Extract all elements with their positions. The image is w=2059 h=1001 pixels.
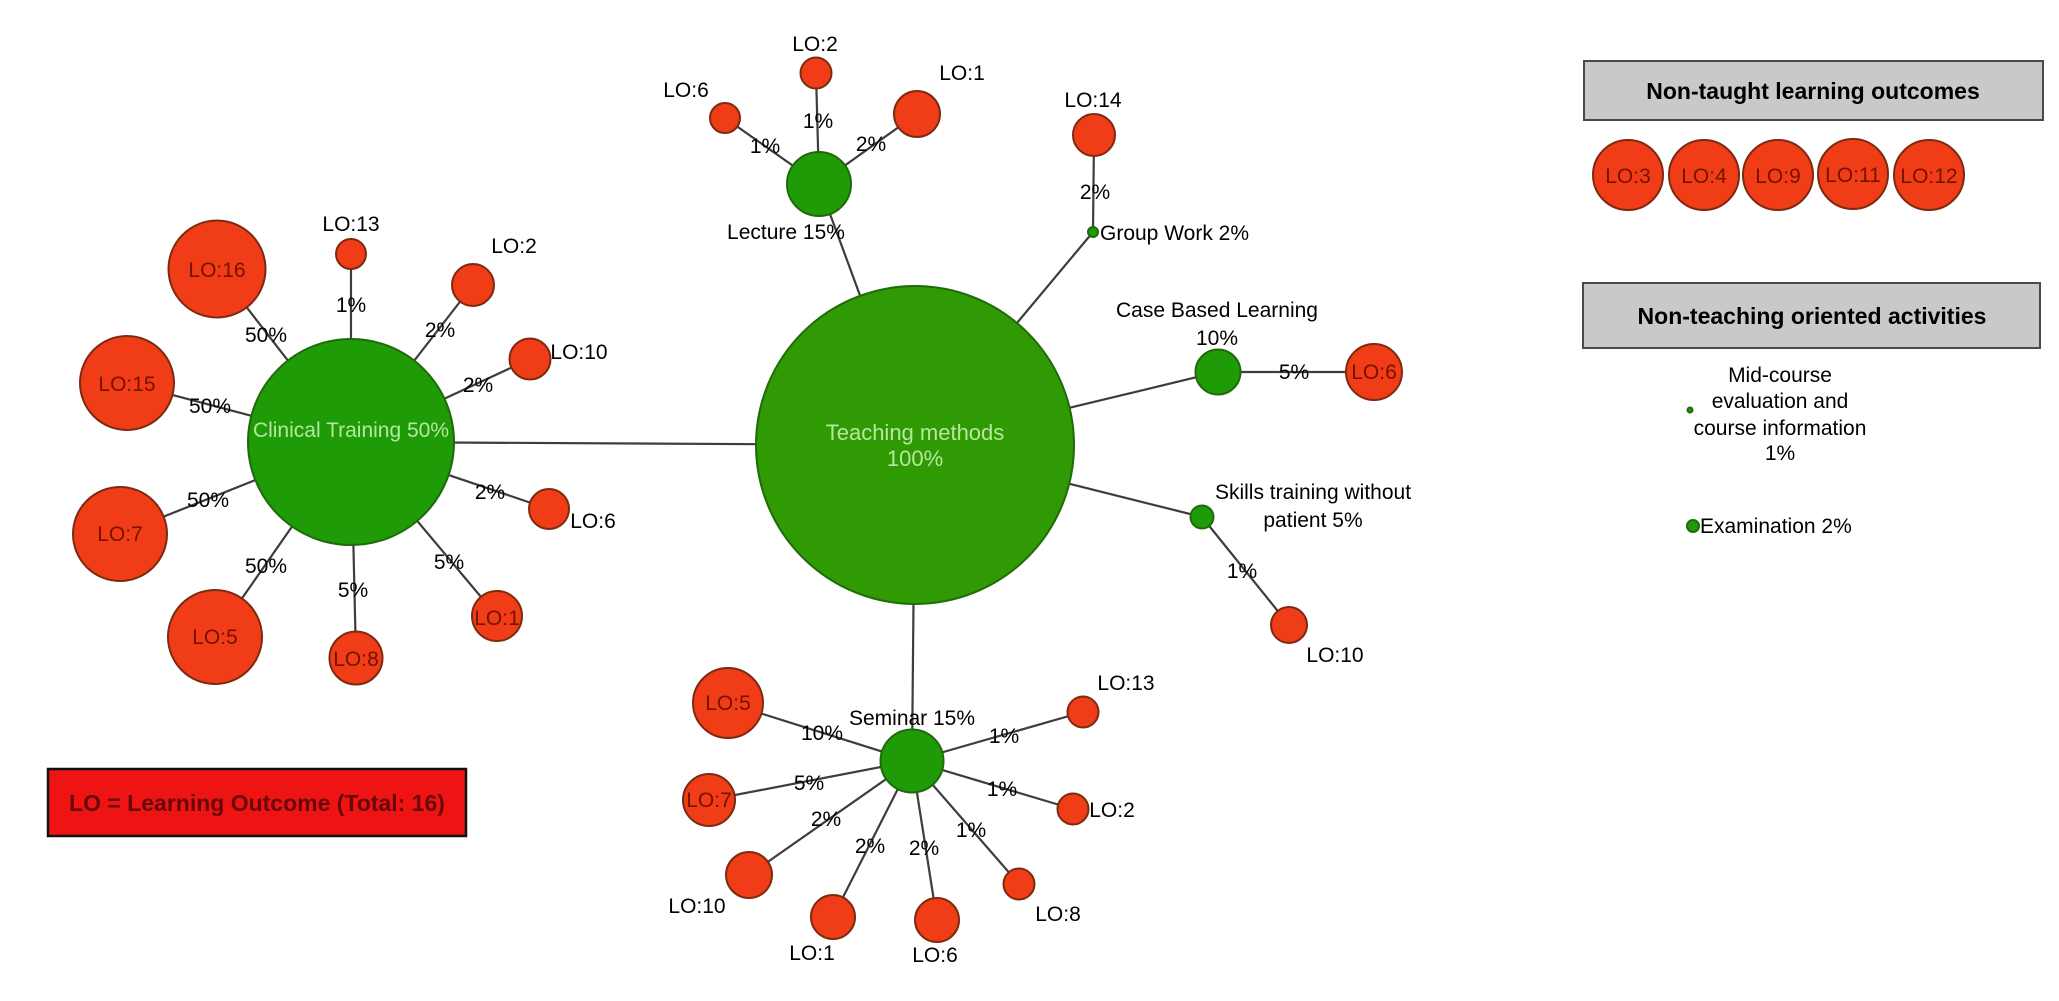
svg-text:LO:2: LO:2	[1089, 799, 1135, 822]
svg-text:LO:10: LO:10	[1306, 644, 1363, 667]
svg-text:1%: 1%	[750, 135, 780, 158]
svg-text:2%: 2%	[909, 837, 939, 860]
svg-text:LO:2: LO:2	[792, 33, 838, 56]
svg-text:50%: 50%	[245, 324, 287, 347]
svg-text:LO:1: LO:1	[789, 942, 835, 965]
svg-text:patient 5%: patient 5%	[1263, 509, 1362, 532]
svg-text:LO:1: LO:1	[939, 62, 985, 85]
svg-text:Seminar 15%: Seminar 15%	[849, 707, 975, 730]
svg-text:50%: 50%	[187, 489, 229, 512]
svg-text:LO:1: LO:1	[474, 607, 520, 630]
svg-text:Teaching methods: Teaching methods	[826, 420, 1005, 445]
svg-text:Skills training without: Skills training without	[1215, 481, 1411, 504]
svg-text:2%: 2%	[1080, 181, 1110, 204]
svg-text:LO:13: LO:13	[322, 213, 379, 236]
svg-text:LO:10: LO:10	[550, 341, 607, 364]
svg-text:LO:15: LO:15	[98, 373, 155, 396]
svg-text:LO:16: LO:16	[188, 259, 245, 282]
svg-text:Case Based Learning: Case Based Learning	[1116, 299, 1318, 322]
svg-text:50%: 50%	[189, 395, 231, 418]
svg-text:LO:3: LO:3	[1605, 165, 1651, 188]
svg-text:10%: 10%	[1196, 327, 1238, 350]
svg-text:LO:8: LO:8	[333, 648, 379, 671]
svg-text:1%: 1%	[1765, 442, 1795, 465]
svg-text:LO:4: LO:4	[1681, 165, 1727, 188]
svg-text:LO:7: LO:7	[97, 523, 143, 546]
svg-text:2%: 2%	[856, 133, 886, 156]
svg-text:LO = Learning Outcome (Total:: LO = Learning Outcome (Total: 16)	[69, 790, 445, 816]
svg-text:5%: 5%	[794, 772, 824, 795]
svg-text:LO:13: LO:13	[1097, 672, 1154, 695]
svg-text:course information: course information	[1694, 417, 1867, 440]
svg-text:LO:8: LO:8	[1035, 903, 1081, 926]
svg-text:Non-teaching oriented activiti: Non-teaching oriented activities	[1638, 303, 1987, 329]
svg-text:LO:14: LO:14	[1064, 89, 1122, 112]
svg-text:LO:6: LO:6	[663, 79, 709, 102]
svg-text:Clinical Training 50%: Clinical Training 50%	[253, 419, 449, 442]
svg-text:100%: 100%	[887, 446, 943, 471]
svg-text:LO:10: LO:10	[668, 895, 725, 918]
svg-text:1%: 1%	[989, 725, 1019, 748]
svg-text:5%: 5%	[1279, 361, 1309, 384]
svg-text:50%: 50%	[245, 555, 287, 578]
svg-text:5%: 5%	[338, 579, 368, 602]
svg-text:LO:6: LO:6	[1351, 361, 1397, 384]
svg-text:evaluation and: evaluation and	[1712, 390, 1849, 413]
svg-text:2%: 2%	[425, 319, 455, 342]
svg-text:LO:2: LO:2	[491, 235, 537, 258]
svg-text:2%: 2%	[463, 374, 493, 397]
svg-text:1%: 1%	[987, 778, 1017, 801]
svg-text:Examination 2%: Examination 2%	[1700, 515, 1852, 538]
svg-text:LO:5: LO:5	[192, 626, 238, 649]
svg-text:Lecture 15%: Lecture 15%	[727, 221, 845, 244]
svg-text:LO:9: LO:9	[1755, 165, 1801, 188]
svg-text:Mid-course: Mid-course	[1728, 364, 1832, 387]
svg-text:LO:12: LO:12	[1900, 165, 1957, 188]
svg-text:1%: 1%	[956, 819, 986, 842]
svg-text:LO:7: LO:7	[686, 789, 732, 812]
svg-text:LO:6: LO:6	[912, 944, 958, 967]
svg-text:LO:5: LO:5	[705, 692, 751, 715]
svg-text:2%: 2%	[855, 835, 885, 858]
svg-text:1%: 1%	[336, 294, 366, 317]
svg-text:LO:11: LO:11	[1825, 164, 1881, 187]
svg-text:10%: 10%	[801, 722, 843, 745]
svg-text:2%: 2%	[811, 808, 841, 831]
svg-text:2%: 2%	[475, 481, 505, 504]
svg-text:1%: 1%	[1227, 560, 1257, 583]
svg-text:1%: 1%	[803, 110, 833, 133]
svg-text:Group Work 2%: Group Work 2%	[1100, 222, 1249, 245]
svg-text:LO:6: LO:6	[570, 510, 616, 533]
svg-text:Non-taught learning outcomes: Non-taught learning outcomes	[1646, 78, 1980, 104]
svg-text:5%: 5%	[434, 551, 464, 574]
